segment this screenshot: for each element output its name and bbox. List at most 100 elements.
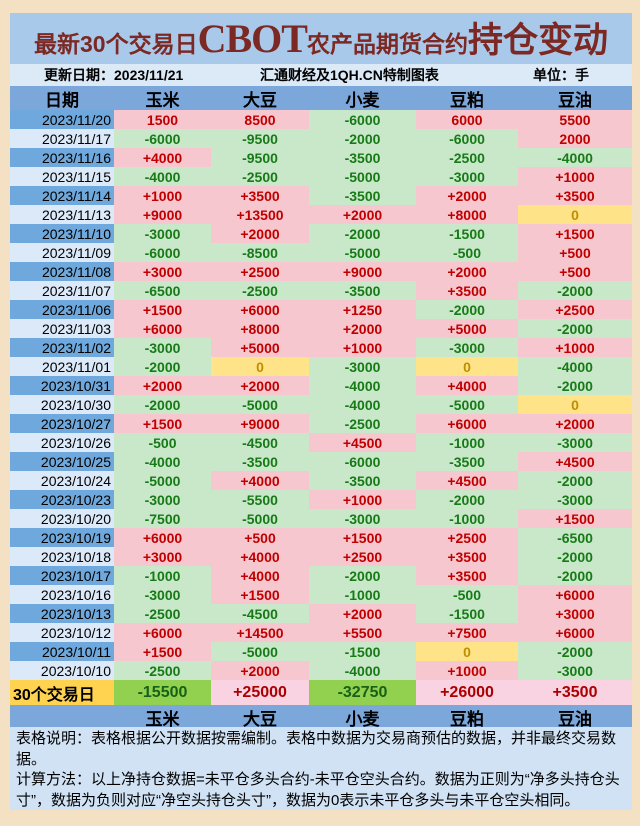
value-cell: +8000 — [416, 205, 518, 224]
value-cell: +500 — [518, 262, 632, 281]
value-cell: 0 — [211, 357, 309, 376]
value-cell: +5000 — [211, 338, 309, 357]
value-cell: -2000 — [114, 395, 211, 414]
value-cell: -3000 — [518, 433, 632, 452]
value-cell: +500 — [518, 243, 632, 262]
value-cell: -2500 — [114, 604, 211, 623]
table-row: 2023/11/07 -6500 -2500 -3500 +3500 -2000 — [10, 281, 632, 300]
value-cell: +1500 — [309, 528, 416, 547]
value-cell: +6000 — [114, 623, 211, 642]
table-row: 2023/11/14 +1000 +3500 -3500 +2000 +3500 — [10, 186, 632, 205]
value-cell: 2000 — [518, 129, 632, 148]
table-row: 2023/11/01 -2000 0 -3000 0 -4000 — [10, 357, 632, 376]
value-cell: -3000 — [114, 338, 211, 357]
value-cell: +2000 — [416, 186, 518, 205]
value-cell: +9000 — [211, 414, 309, 433]
value-cell: -1000 — [416, 433, 518, 452]
value-cell: -1000 — [309, 585, 416, 604]
value-cell: 1500 — [114, 110, 211, 129]
value-cell: +1500 — [114, 414, 211, 433]
date-cell: 2023/10/12 — [10, 623, 114, 642]
table-row: 2023/10/23 -3000 -5500 +1000 -2000 -3000 — [10, 490, 632, 509]
date-cell: 2023/10/17 — [10, 566, 114, 585]
date-cell: 2023/10/24 — [10, 471, 114, 490]
value-cell: +4500 — [518, 452, 632, 471]
table-row: 2023/10/24 -5000 +4000 -3500 +4500 -2000 — [10, 471, 632, 490]
date-cell: 2023/10/18 — [10, 547, 114, 566]
value-cell: -4000 — [518, 148, 632, 167]
value-cell: +1500 — [518, 224, 632, 243]
chart-panel: 最新30个交易日CBOT农产品期货合约持仓变动 更新日期：2023/11/21 … — [10, 13, 632, 810]
unit-label: 单位：手 — [533, 67, 589, 83]
date-cell: 2023/11/14 — [10, 186, 114, 205]
column-header-2: 大豆 — [243, 91, 277, 110]
date-cell: 2023/10/23 — [10, 490, 114, 509]
value-cell: -6000 — [416, 129, 518, 148]
value-cell: +2000 — [309, 319, 416, 338]
summary-value-cell: +3500 — [518, 680, 632, 705]
page-title: 最新30个交易日CBOT农产品期货合约持仓变动 — [10, 13, 632, 64]
summary-value-cell: +25000 — [211, 680, 309, 705]
value-cell: -3000 — [416, 167, 518, 186]
value-cell: -5000 — [211, 642, 309, 661]
date-cell: 2023/10/16 — [10, 585, 114, 604]
value-cell: -4000 — [114, 167, 211, 186]
table-row: 2023/10/26 -500 -4500 +4500 -1000 -3000 — [10, 433, 632, 452]
value-cell: -2500 — [114, 661, 211, 680]
table-header-row: 日期 玉米 大豆 小麦 豆粕 豆油 — [10, 86, 632, 110]
value-cell: -500 — [114, 433, 211, 452]
value-cell: +4000 — [211, 547, 309, 566]
value-cell: +5000 — [416, 319, 518, 338]
value-cell: +2500 — [309, 547, 416, 566]
value-cell: +1500 — [518, 509, 632, 528]
value-cell: +4000 — [211, 471, 309, 490]
value-cell: -6500 — [518, 528, 632, 547]
footer-column-header-3: 小麦 — [345, 710, 380, 729]
table-row: 2023/11/20 1500 8500 -6000 6000 5500 — [10, 110, 632, 129]
value-cell: -9500 — [211, 148, 309, 167]
table-row: 2023/10/19 +6000 +500 +1500 +2500 -6500 — [10, 528, 632, 547]
value-cell: +14500 — [211, 623, 309, 642]
value-cell: +2000 — [211, 376, 309, 395]
value-cell: +5500 — [309, 623, 416, 642]
value-cell: -1500 — [309, 642, 416, 661]
column-header-3: 小麦 — [345, 91, 380, 110]
value-cell: -4000 — [114, 452, 211, 471]
title-prefix: 最新30个交易日 — [34, 31, 198, 57]
column-header-1: 玉米 — [145, 91, 180, 110]
value-cell: +13500 — [211, 205, 309, 224]
date-cell: 2023/11/02 — [10, 338, 114, 357]
value-cell: -3000 — [518, 490, 632, 509]
value-cell: +2000 — [211, 661, 309, 680]
value-cell: -1000 — [114, 566, 211, 585]
value-cell: 5500 — [518, 110, 632, 129]
date-cell: 2023/10/26 — [10, 433, 114, 452]
value-cell: -5000 — [416, 395, 518, 414]
table-row: 2023/10/10 -2500 +2000 -4000 +1000 -3000 — [10, 661, 632, 680]
value-cell: +2000 — [518, 414, 632, 433]
value-cell: -5000 — [114, 471, 211, 490]
value-cell: -500 — [416, 585, 518, 604]
table-row: 2023/11/16 +4000 -9500 -3500 -2500 -4000 — [10, 148, 632, 167]
value-cell: +1500 — [114, 300, 211, 319]
value-cell: -2000 — [309, 129, 416, 148]
value-cell: +6000 — [416, 414, 518, 433]
table-row: 2023/10/11 +1500 -5000 -1500 0 -2000 — [10, 642, 632, 661]
value-cell: +3500 — [416, 566, 518, 585]
value-cell: -2000 — [416, 490, 518, 509]
date-cell: 2023/11/07 — [10, 281, 114, 300]
value-cell: +2000 — [309, 205, 416, 224]
date-cell: 2023/11/15 — [10, 167, 114, 186]
value-cell: -2500 — [309, 414, 416, 433]
value-cell: -3500 — [309, 281, 416, 300]
value-cell: -2000 — [309, 566, 416, 585]
table-row: 2023/11/08 +3000 +2500 +9000 +2000 +500 — [10, 262, 632, 281]
value-cell: -8500 — [211, 243, 309, 262]
value-cell: -3500 — [211, 452, 309, 471]
value-cell: +3000 — [518, 604, 632, 623]
date-cell: 2023/10/25 — [10, 452, 114, 471]
title-middle: 农产品期货合约 — [306, 31, 468, 57]
value-cell: +2000 — [416, 262, 518, 281]
value-cell: +6000 — [211, 300, 309, 319]
